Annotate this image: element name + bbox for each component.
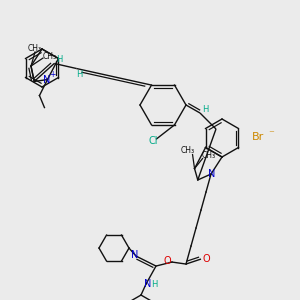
Text: N: N: [144, 279, 152, 289]
Text: CH₃: CH₃: [28, 44, 42, 52]
Text: H: H: [56, 55, 62, 64]
Text: H: H: [76, 70, 83, 79]
Text: +: +: [49, 70, 56, 79]
Text: H: H: [151, 280, 157, 289]
Text: Br: Br: [252, 132, 264, 142]
Text: H: H: [202, 104, 208, 113]
Text: ⁻: ⁻: [268, 129, 274, 139]
Text: CH₃: CH₃: [43, 52, 57, 61]
Text: O: O: [202, 254, 210, 264]
Text: CH₃: CH₃: [181, 146, 195, 155]
Text: N: N: [131, 250, 139, 260]
Text: N: N: [208, 169, 216, 179]
Text: O: O: [163, 256, 171, 266]
Text: N: N: [43, 75, 50, 85]
Text: CH₃: CH₃: [202, 151, 216, 160]
Text: Cl: Cl: [149, 136, 158, 146]
